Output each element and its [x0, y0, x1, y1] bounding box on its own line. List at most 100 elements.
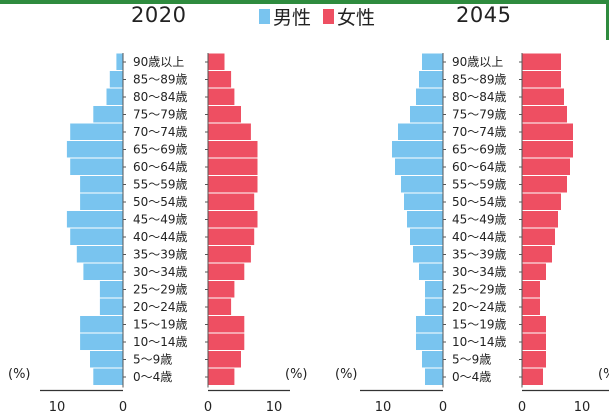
male-bar-0-10 [70, 228, 123, 245]
female-bar-0-18 [208, 368, 235, 385]
male-bar-0-2 [106, 88, 123, 105]
male-bar-0-14 [99, 298, 123, 315]
male-bar-1-9 [407, 211, 443, 228]
male-bar-0-18 [93, 368, 123, 385]
corner-border [606, 0, 609, 40]
age-label-0-9: 45～49歳 [133, 213, 188, 227]
male-bar-1-6 [395, 158, 443, 175]
female-bar-1-8 [522, 193, 561, 210]
age-label-0-1: 85～89歳 [133, 73, 188, 87]
age-label-0-4: 70～74歳 [133, 125, 188, 139]
female-bar-1-9 [522, 211, 558, 228]
female-bar-0-1 [208, 71, 232, 88]
age-label-1-5: 65～69歳 [452, 143, 507, 157]
female-bar-1-5 [522, 141, 573, 158]
age-label-0-3: 75～79歳 [133, 108, 188, 122]
female-bar-1-3 [522, 106, 567, 123]
age-label-0-18: 0～4歳 [133, 370, 172, 384]
age-label-0-12: 30～34歳 [133, 265, 188, 279]
age-label-0-0: 90歳以上 [133, 55, 184, 69]
male-bar-1-12 [419, 263, 443, 280]
age-label-0-10: 40～44歳 [133, 230, 188, 244]
age-label-1-12: 30～34歳 [452, 265, 507, 279]
male-bar-0-13 [99, 281, 123, 298]
female-bar-1-1 [522, 71, 561, 88]
female-bar-1-0 [522, 53, 561, 70]
male-bar-1-5 [392, 141, 443, 158]
age-label-0-14: 20～24歳 [133, 300, 188, 314]
male-bar-0-9 [66, 211, 123, 228]
male-bar-1-16 [416, 333, 443, 350]
male-bar-0-11 [76, 246, 123, 263]
legend-swatch-female [323, 9, 335, 24]
age-label-1-2: 80～84歳 [452, 90, 507, 104]
age-label-1-0: 90歳以上 [452, 55, 503, 69]
age-label-1-3: 75～79歳 [452, 108, 507, 122]
female-bar-0-17 [208, 351, 241, 368]
male-bar-1-10 [410, 228, 443, 245]
age-label-1-9: 45～49歳 [452, 213, 507, 227]
age-label-0-11: 35～39歳 [133, 248, 188, 262]
female-bar-1-10 [522, 228, 555, 245]
female-bar-0-8 [208, 193, 255, 210]
legend: 男性 女性 [259, 3, 387, 30]
age-label-1-10: 40～44歳 [452, 230, 507, 244]
age-label-1-15: 15～19歳 [452, 318, 507, 332]
age-label-1-14: 20～24歳 [452, 300, 507, 314]
x-tick-label-0-3: 10 [266, 400, 283, 413]
female-bar-0-0 [208, 53, 225, 70]
age-label-1-16: 10～14歳 [452, 335, 507, 349]
male-bar-1-4 [398, 123, 443, 140]
legend-item-female: 女性 [323, 3, 375, 30]
age-label-0-17: 5～9歳 [133, 353, 172, 367]
female-bar-1-6 [522, 158, 570, 175]
male-bar-1-11 [413, 246, 443, 263]
male-bar-1-18 [425, 368, 443, 385]
female-bar-1-7 [522, 176, 567, 193]
male-bar-1-14 [425, 298, 443, 315]
age-label-0-13: 25～29歳 [133, 283, 188, 297]
female-bar-0-12 [208, 263, 245, 280]
age-label-1-1: 85～89歳 [452, 73, 507, 87]
age-label-1-13: 25～29歳 [452, 283, 507, 297]
age-label-0-2: 80～84歳 [133, 90, 188, 104]
age-label-0-16: 10～14歳 [133, 335, 188, 349]
unit-label-right-1: (% [598, 367, 609, 382]
female-bar-0-6 [208, 158, 258, 175]
x-tick-label-1-3: 10 [574, 400, 591, 413]
male-bar-1-15 [416, 316, 443, 333]
female-bar-0-13 [208, 281, 235, 298]
female-bar-0-16 [208, 333, 245, 350]
female-bar-1-12 [522, 263, 546, 280]
female-bar-0-10 [208, 228, 255, 245]
male-bar-0-16 [80, 333, 123, 350]
x-tick-label-1-0: 10 [375, 400, 392, 413]
male-bar-0-5 [66, 141, 123, 158]
male-bar-1-8 [404, 193, 443, 210]
age-label-1-8: 50～54歳 [452, 195, 507, 209]
age-label-0-6: 60～64歳 [133, 160, 188, 174]
top-border [0, 0, 609, 4]
male-bar-0-4 [70, 123, 123, 140]
male-bar-1-3 [410, 106, 443, 123]
legend-label-male: 男性 [273, 7, 312, 29]
legend-swatch-male [259, 9, 270, 24]
x-tick-label-1-2: 0 [518, 400, 526, 413]
age-label-1-17: 5～9歳 [452, 353, 491, 367]
x-tick-label-0-2: 0 [204, 400, 212, 413]
x-tick-label-0-0: 10 [49, 400, 66, 413]
chart-title-2020: 2020 [131, 3, 187, 27]
female-bar-0-4 [208, 123, 251, 140]
age-label-0-8: 50～54歳 [133, 195, 188, 209]
female-bar-1-11 [522, 246, 552, 263]
female-bar-1-15 [522, 316, 546, 333]
unit-label-right-0: (%) [285, 367, 308, 382]
female-bar-1-13 [522, 281, 540, 298]
female-bar-0-7 [208, 176, 258, 193]
female-bar-1-17 [522, 351, 546, 368]
female-bar-0-11 [208, 246, 251, 263]
female-bar-0-15 [208, 316, 245, 333]
legend-item-male: 男性 [259, 3, 311, 30]
female-bar-1-18 [522, 368, 543, 385]
